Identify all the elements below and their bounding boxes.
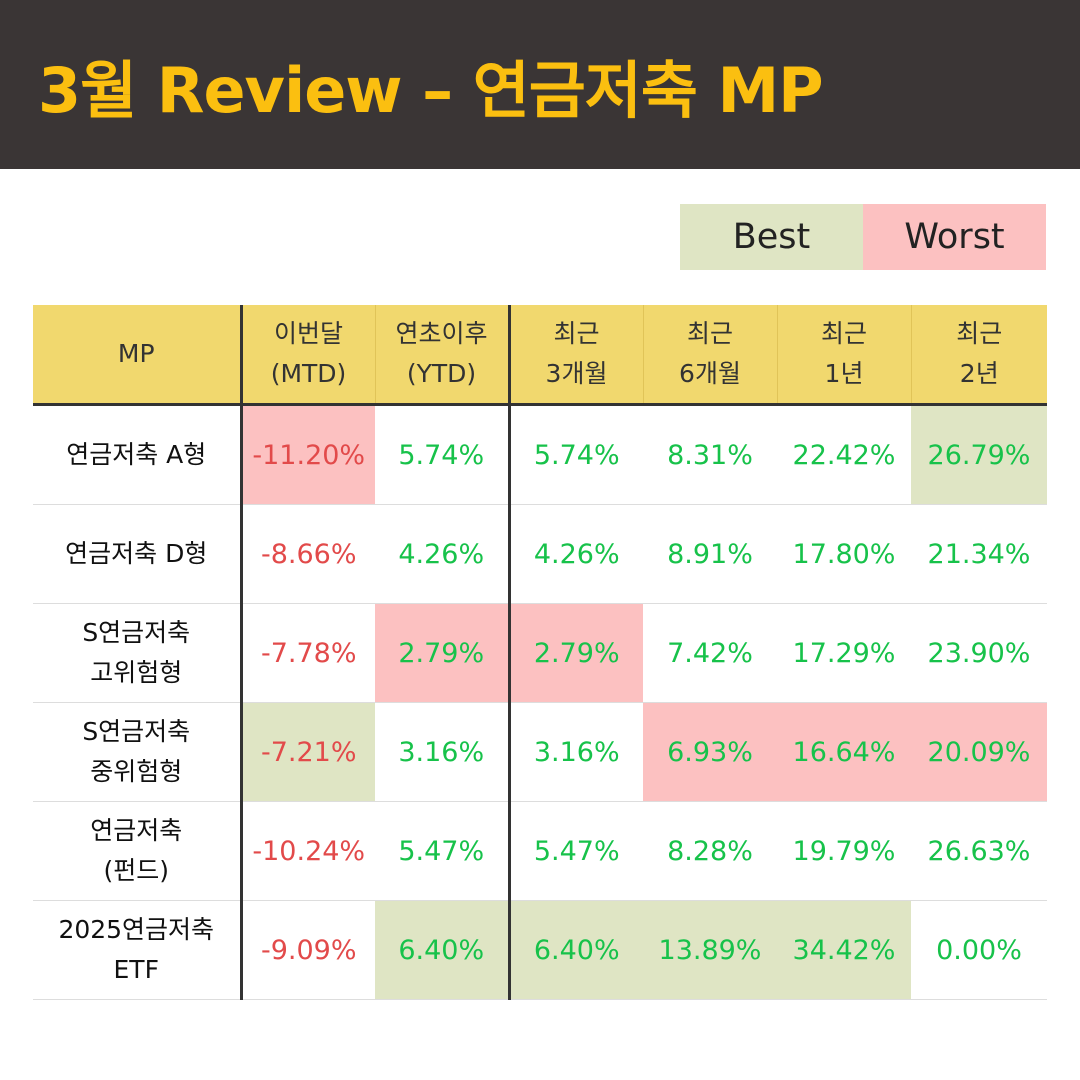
column-header-sublabel: (YTD) <box>406 359 477 388</box>
return-cell: 3.16% <box>375 702 511 802</box>
return-cell: -11.20% <box>241 404 375 505</box>
column-header-2y: 최근 2년 <box>911 305 1047 405</box>
return-cell: -9.09% <box>241 900 375 1000</box>
row-name-line2: 고위험형 <box>90 658 183 687</box>
return-cell: -7.21% <box>241 702 375 802</box>
row-name-line2: ETF <box>113 955 159 984</box>
return-cell: 8.91% <box>643 504 777 604</box>
return-cell: 2.79% <box>375 603 511 703</box>
legend-worst: Worst <box>863 204 1046 270</box>
return-cell: 8.28% <box>643 801 777 901</box>
legend: Best Worst <box>680 204 1046 270</box>
column-header-label: 이번달 <box>273 319 343 348</box>
return-cell: 26.79% <box>911 404 1047 505</box>
column-header-label: MP <box>117 339 155 368</box>
column-header-mp: MP <box>33 305 243 405</box>
table-row: 연금저축 D형 -8.66% 4.26% 4.26% 8.91% 17.80% … <box>33 504 1047 604</box>
column-header-3m: 최근 3개월 <box>509 305 644 405</box>
return-cell: 5.74% <box>509 404 643 505</box>
return-cell: -10.24% <box>241 801 375 901</box>
return-cell: 34.42% <box>777 900 911 1000</box>
column-header-ytd: 연초이후 (YTD) <box>375 305 511 405</box>
return-cell: 2.79% <box>509 603 643 703</box>
return-cell: 6.40% <box>375 900 511 1000</box>
column-header-sublabel: 2년 <box>959 359 999 388</box>
return-cell: 7.42% <box>643 603 777 703</box>
row-name: 연금저축 D형 <box>33 504 243 604</box>
column-header-label: 최근 <box>956 319 1003 348</box>
row-name: S연금저축 중위험형 <box>33 702 243 802</box>
row-name: S연금저축 고위험형 <box>33 603 243 703</box>
column-header-label: 최근 <box>820 319 867 348</box>
page-title: 3월 Review – 연금저축 MP <box>38 54 824 127</box>
return-cell: 21.34% <box>911 504 1047 604</box>
table-row: S연금저축 중위험형 -7.21% 3.16% 3.16% 6.93% 16.6… <box>33 702 1047 802</box>
return-cell: 13.89% <box>643 900 777 1000</box>
return-cell: 26.63% <box>911 801 1047 901</box>
return-cell: 20.09% <box>911 702 1047 802</box>
column-header-label: 연초이후 <box>395 319 488 348</box>
return-cell: 0.00% <box>911 900 1047 1000</box>
mp-returns-table: MP 이번달 (MTD) 연초이후 (YTD) 최근 3개월 최근 6개월 최근… <box>33 305 1047 1000</box>
return-cell: 6.93% <box>643 702 777 802</box>
return-cell: -7.78% <box>241 603 375 703</box>
table-row: 연금저축 A형 -11.20% 5.74% 5.74% 8.31% 22.42%… <box>33 404 1047 505</box>
return-cell: 19.79% <box>777 801 911 901</box>
header-bar: 3월 Review – 연금저축 MP <box>0 0 1080 169</box>
legend-best: Best <box>680 204 863 270</box>
return-cell: 16.64% <box>777 702 911 802</box>
row-name-line1: 연금저축 D형 <box>65 539 208 568</box>
table-row: 2025연금저축 ETF -9.09% 6.40% 6.40% 13.89% 3… <box>33 900 1047 1000</box>
row-name: 연금저축 A형 <box>33 404 243 505</box>
column-header-1y: 최근 1년 <box>777 305 912 405</box>
return-cell: 4.26% <box>375 504 511 604</box>
return-cell: 5.47% <box>375 801 511 901</box>
row-name-line2: (펀드) <box>103 856 169 885</box>
return-cell: 23.90% <box>911 603 1047 703</box>
return-cell: 17.29% <box>777 603 911 703</box>
column-header-label: 최근 <box>553 319 600 348</box>
column-header-sublabel: 3개월 <box>545 359 608 388</box>
return-cell: 5.74% <box>375 404 511 505</box>
column-header-6m: 최근 6개월 <box>643 305 778 405</box>
return-cell: 6.40% <box>509 900 643 1000</box>
return-cell: 17.80% <box>777 504 911 604</box>
return-cell: 8.31% <box>643 404 777 505</box>
return-cell: 5.47% <box>509 801 643 901</box>
return-cell: 22.42% <box>777 404 911 505</box>
return-cell: 3.16% <box>509 702 643 802</box>
column-header-mtd: 이번달 (MTD) <box>241 305 376 405</box>
row-name-line1: 연금저축 A형 <box>66 440 207 469</box>
column-header-label: 최근 <box>686 319 733 348</box>
column-header-sublabel: (MTD) <box>270 359 347 388</box>
table-row: 연금저축 (펀드) -10.24% 5.47% 5.47% 8.28% 19.7… <box>33 801 1047 901</box>
table-row: S연금저축 고위험형 -7.78% 2.79% 2.79% 7.42% 17.2… <box>33 603 1047 703</box>
row-name-line2: 중위험형 <box>90 757 183 786</box>
column-header-sublabel: 1년 <box>824 359 864 388</box>
row-name-line1: 연금저축 <box>90 816 183 845</box>
row-name-line1: S연금저축 <box>82 717 191 746</box>
return-cell: -8.66% <box>241 504 375 604</box>
table-header-row: MP 이번달 (MTD) 연초이후 (YTD) 최근 3개월 최근 6개월 최근… <box>33 305 1047 405</box>
row-name: 2025연금저축 ETF <box>33 900 243 1000</box>
column-header-sublabel: 6개월 <box>679 359 741 388</box>
row-name: 연금저축 (펀드) <box>33 801 243 901</box>
row-name-line1: S연금저축 <box>82 618 191 647</box>
row-name-line1: 2025연금저축 <box>58 915 215 944</box>
return-cell: 4.26% <box>509 504 643 604</box>
